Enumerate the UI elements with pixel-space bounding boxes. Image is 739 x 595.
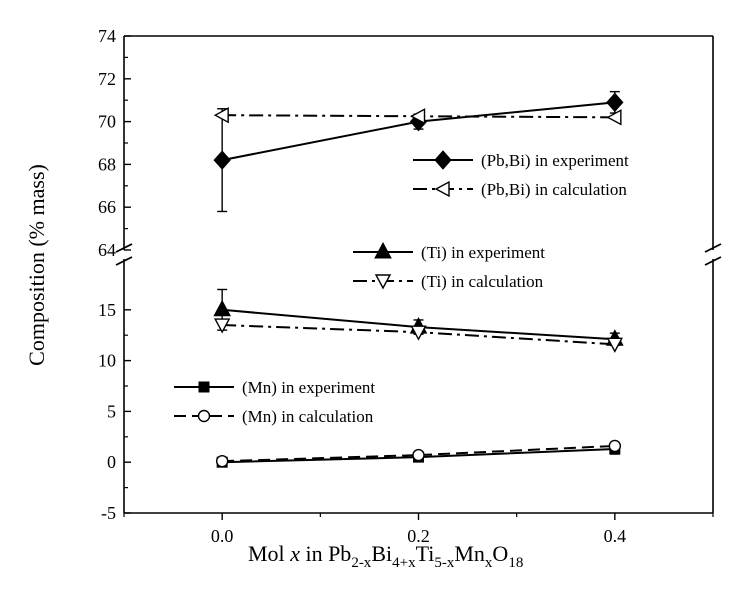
data-point <box>213 318 231 334</box>
legend-label: (Mn) in experiment <box>242 378 375 397</box>
data-point <box>606 337 624 353</box>
legend-marker <box>374 241 392 259</box>
plot-frame <box>123 35 714 514</box>
legend-label: (Pb,Bi) in calculation <box>481 180 627 199</box>
data-point <box>410 325 427 341</box>
y-lower-tick-label: 5 <box>107 401 116 421</box>
legend-entry: (Ti) in experiment <box>353 241 545 262</box>
legend-label: (Pb,Bi) in experiment <box>481 151 629 170</box>
y-upper-tick-label: 68 <box>98 154 116 174</box>
series-ti-in-calculation <box>213 318 624 353</box>
legend-marker <box>434 180 450 198</box>
y-lower-tick-label: 10 <box>98 351 116 371</box>
x-tick-label: 0.4 <box>604 526 627 546</box>
legend-entry: (Mn) in calculation <box>174 407 374 426</box>
legend-entry: (Pb,Bi) in calculation <box>413 180 627 199</box>
series-line <box>222 444 615 463</box>
y-lower-tick-label: 0 <box>107 452 116 472</box>
axis-break-mark <box>115 243 133 253</box>
x-tick-label: 0.2 <box>407 526 430 546</box>
data-series <box>213 90 624 468</box>
axis-break-mark <box>115 256 133 266</box>
x-tick-label: 0.0 <box>211 526 234 546</box>
y-upper-tick-label: 72 <box>98 69 116 89</box>
y-upper-tick-label: 74 <box>98 26 116 46</box>
axis-break-mark <box>704 243 722 253</box>
data-point <box>608 439 622 453</box>
data-point <box>215 454 229 468</box>
data-point <box>412 448 425 462</box>
series-pb-bi-in-calculation <box>213 107 622 126</box>
data-point <box>606 92 624 113</box>
legend-marker <box>197 409 211 423</box>
legend-label: (Ti) in calculation <box>421 272 544 291</box>
y-upper-tick-label: 64 <box>98 240 116 260</box>
legend-marker <box>198 381 210 393</box>
legend-marker <box>374 274 392 290</box>
legend-entry: (Pb,Bi) in experiment <box>413 150 629 170</box>
data-point <box>213 107 229 124</box>
legend-entry: (Ti) in calculation <box>353 272 544 291</box>
y-lower-tick-label: 15 <box>98 300 116 320</box>
y-upper-tick-label: 70 <box>98 112 116 132</box>
y-lower-tick-label: -5 <box>101 503 116 523</box>
axis-break-mark <box>704 256 722 266</box>
data-point <box>410 108 426 125</box>
legend: (Pb,Bi) in experiment (Pb,Bi) in calculat… <box>174 150 629 426</box>
data-point <box>606 109 622 126</box>
y-axis-title: Composition (% mass) <box>24 164 49 366</box>
legend-entry: (Mn) in experiment <box>174 378 375 397</box>
data-point <box>213 150 231 170</box>
axis-ticks: 64 66 68 70 72 74 -5 0 5 10 15 0.0 0.2 0.4 <box>98 26 714 546</box>
legend-marker <box>434 150 452 170</box>
legend-label: (Ti) in experiment <box>421 243 545 262</box>
legend-label: (Mn) in calculation <box>242 407 374 426</box>
axis-break-marks <box>115 243 722 266</box>
x-axis-title: Mol x in Pb2-xBi4+xTi5-xMnxO18 <box>248 541 523 571</box>
data-point <box>213 299 232 317</box>
series-mn-in-calculation <box>215 439 622 468</box>
y-upper-tick-label: 66 <box>98 197 116 217</box>
